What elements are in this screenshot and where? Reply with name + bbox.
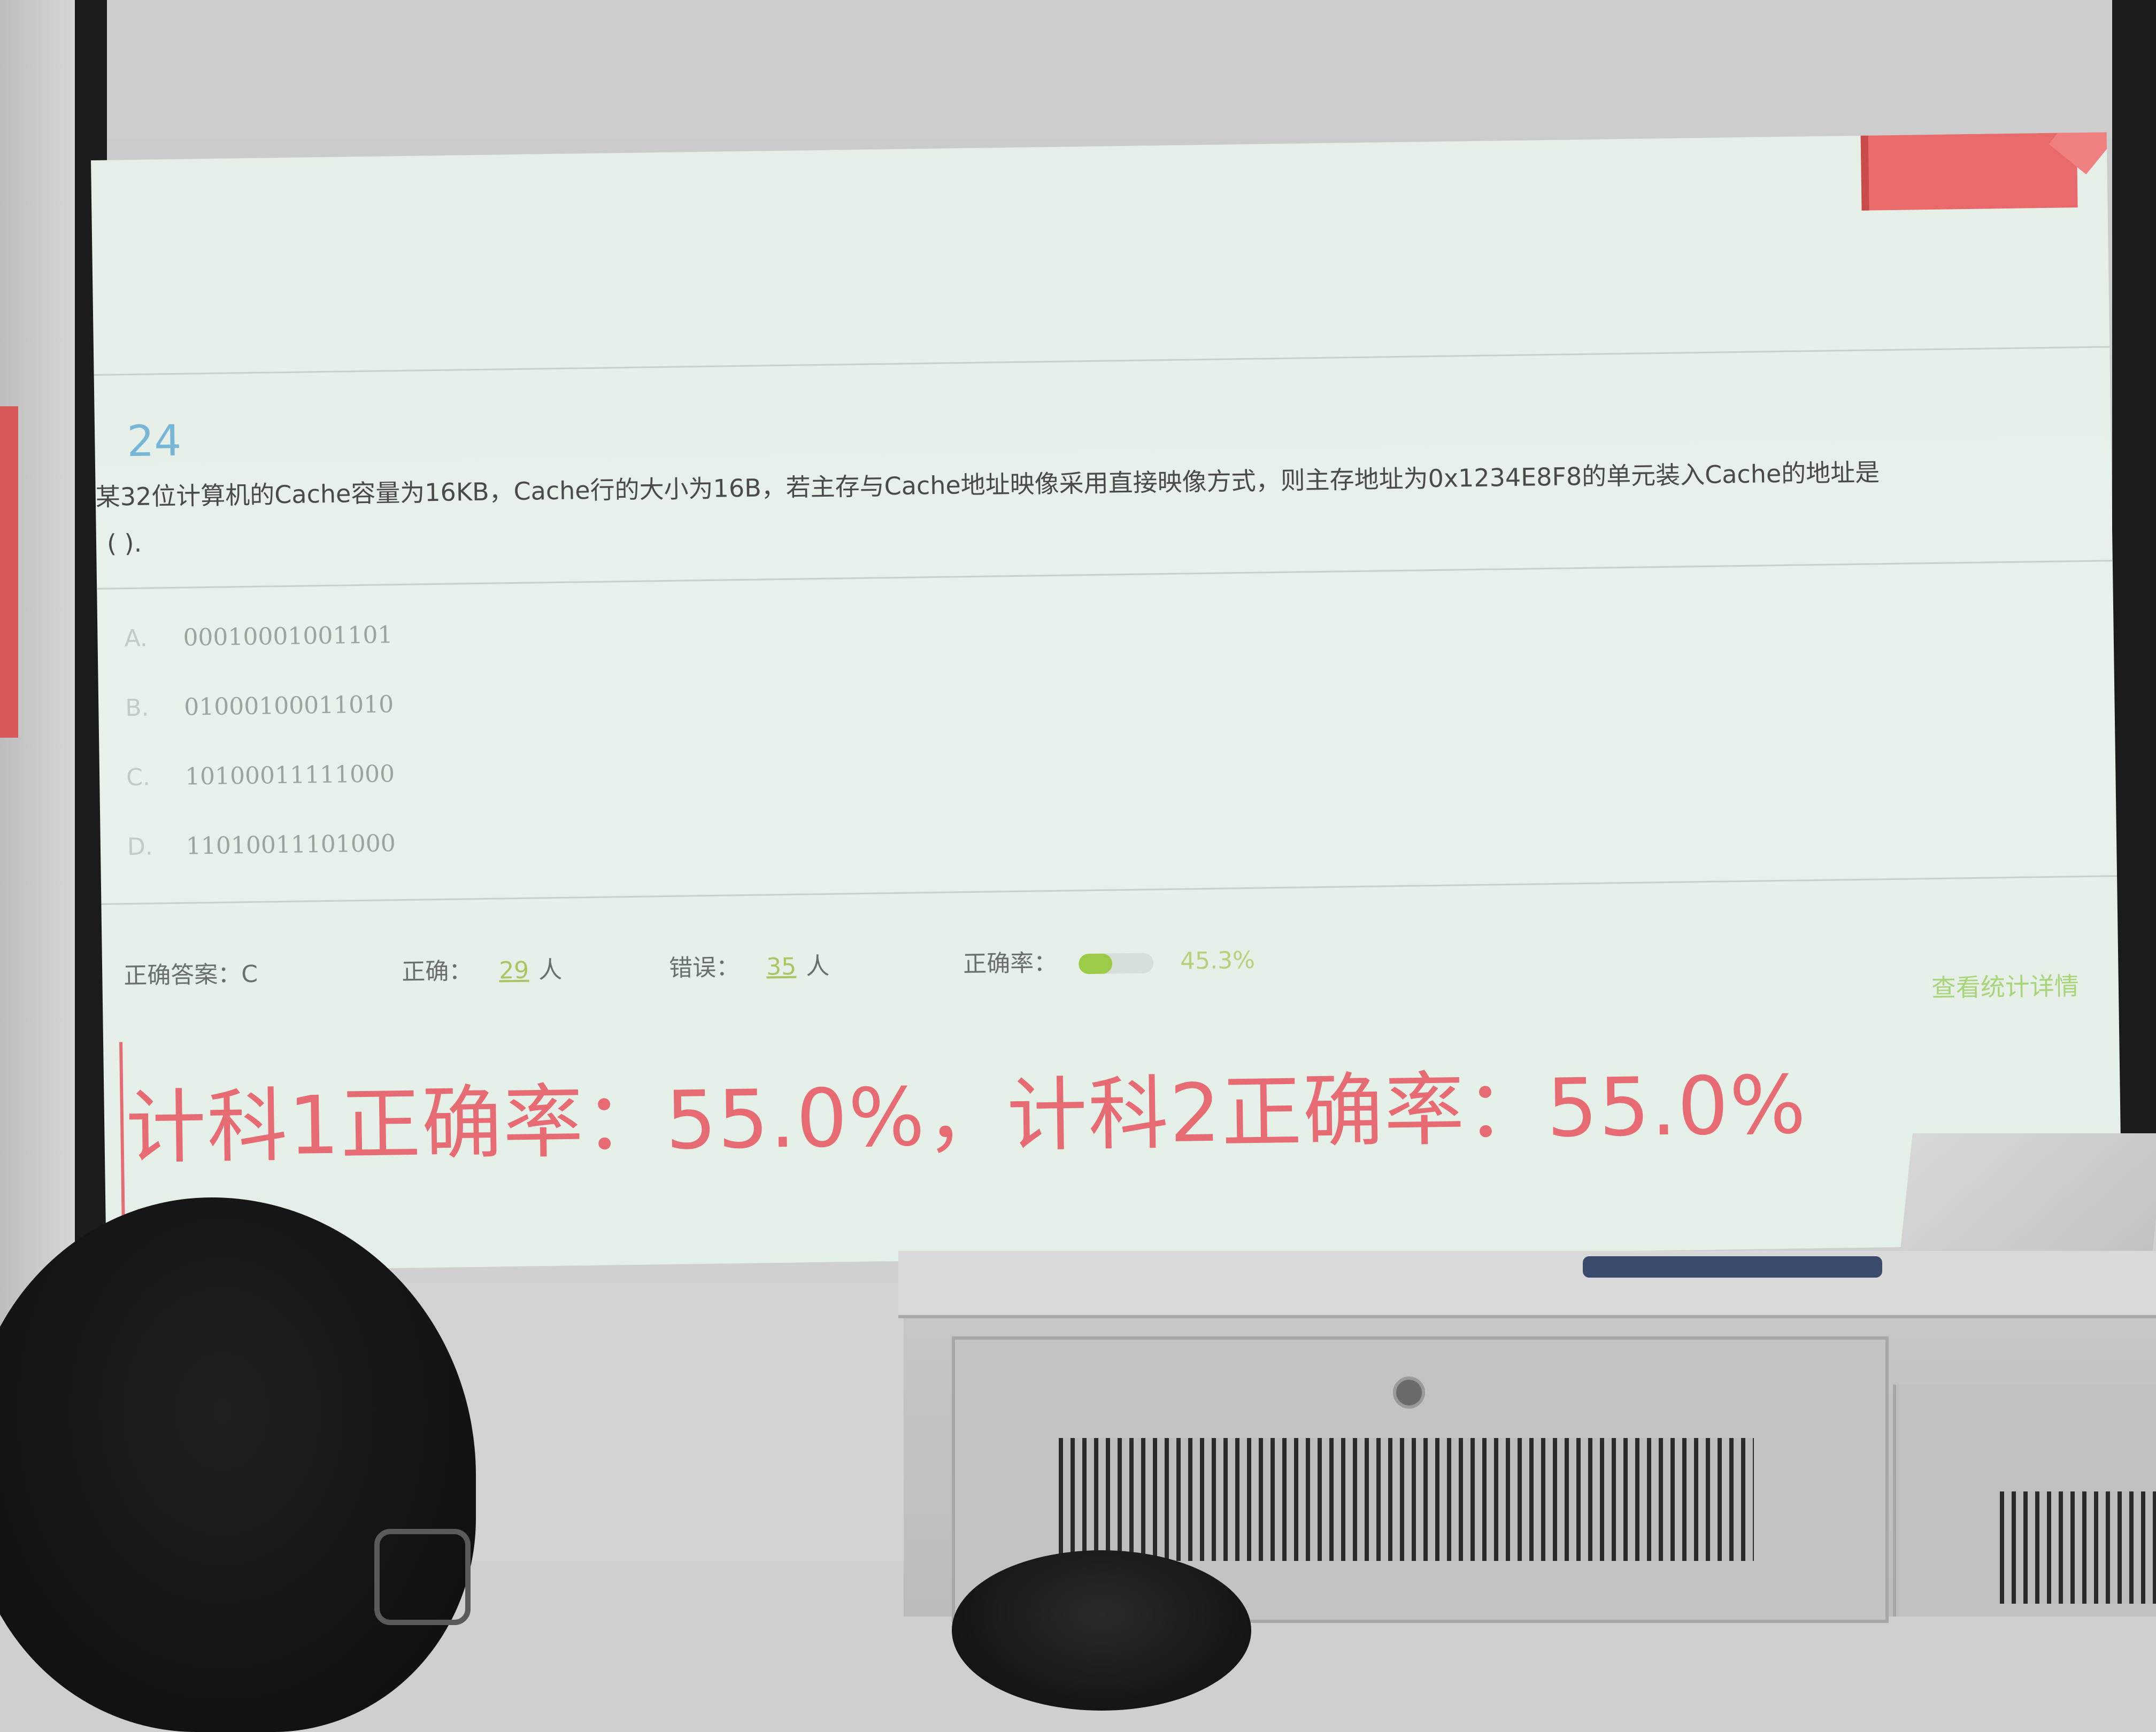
option-c[interactable]: C. 10100011111000 bbox=[126, 760, 395, 791]
wrong-count-stat: 错误： 35 人 bbox=[669, 947, 830, 983]
screen-frame-right bbox=[2112, 0, 2156, 1176]
correct-count-value: 29 bbox=[498, 956, 529, 985]
wrong-count-unit: 人 bbox=[805, 952, 830, 980]
correct-count-unit: 人 bbox=[538, 956, 563, 984]
option-b-value: 01000100011010 bbox=[183, 691, 394, 721]
correct-answer-label: 正确答案： bbox=[123, 961, 242, 990]
option-d-value: 11010011101000 bbox=[186, 830, 396, 860]
podium-side-vent bbox=[2000, 1491, 2156, 1604]
option-b[interactable]: B. 01000100011010 bbox=[125, 691, 394, 722]
question-text: 某32位计算机的Cache容量为16KB，Cache行的大小为16B，若主存与C… bbox=[95, 458, 1880, 512]
accuracy-label: 正确率： bbox=[962, 949, 1058, 978]
wrong-count-value: 35 bbox=[766, 953, 797, 981]
divider-options bbox=[101, 875, 2118, 905]
wrong-count-label: 错误： bbox=[668, 954, 740, 983]
correct-count-label: 正确： bbox=[401, 957, 473, 986]
divider-question bbox=[97, 560, 2113, 590]
view-stats-details-link[interactable]: 查看统计详情 bbox=[1931, 971, 2080, 1003]
corner-tag bbox=[1860, 132, 2078, 211]
question-blank: ( ). bbox=[106, 528, 142, 558]
option-d-letter: D. bbox=[127, 833, 153, 861]
student-head-center bbox=[952, 1550, 1251, 1711]
left-wall-red-mark bbox=[0, 406, 18, 738]
podium-top bbox=[898, 1251, 2156, 1318]
podium-vent bbox=[1059, 1438, 1754, 1561]
accuracy-progress-fill bbox=[1078, 953, 1113, 975]
option-a-letter: A. bbox=[124, 624, 148, 653]
correct-answer-stat: 正确答案：C bbox=[124, 955, 258, 991]
screen-top-band bbox=[107, 0, 2112, 139]
glasses bbox=[374, 1529, 471, 1625]
divider-top bbox=[94, 346, 2110, 376]
podium-lock bbox=[1393, 1377, 1425, 1409]
correct-count-stat: 正确： 29 人 bbox=[402, 950, 563, 987]
option-b-letter: B. bbox=[125, 694, 149, 722]
option-d[interactable]: D. 11010011101000 bbox=[127, 830, 396, 861]
accuracy-value: 45.3% bbox=[1180, 946, 1256, 975]
correct-answer-value: C bbox=[241, 960, 258, 988]
desk-items bbox=[1583, 1256, 1882, 1278]
option-c-letter: C. bbox=[126, 763, 151, 792]
projected-slide: 24 某32位计算机的Cache容量为16KB，Cache行的大小为16B，若主… bbox=[91, 132, 2122, 1272]
accuracy-stat: 正确率： 45.3% bbox=[963, 941, 1256, 979]
option-c-value: 10100011111000 bbox=[184, 760, 395, 791]
option-a-value: 00010001001101 bbox=[183, 621, 393, 652]
option-a[interactable]: A. 00010001001101 bbox=[124, 621, 393, 652]
class-accuracy-line: 计科1正确率：55.0%，计科2正确率：55.0% bbox=[125, 1058, 1808, 1176]
accuracy-progress-bar bbox=[1078, 953, 1154, 975]
question-number: 24 bbox=[126, 415, 182, 467]
